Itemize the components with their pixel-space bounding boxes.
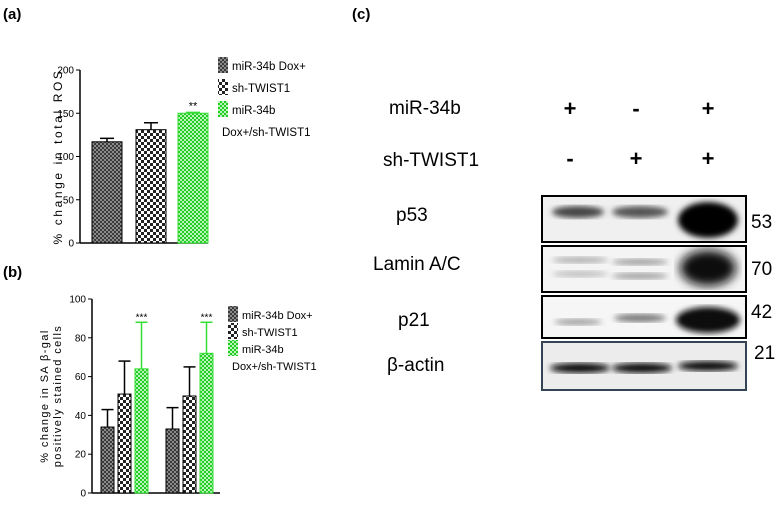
- chart-b-bar: [117, 393, 132, 494]
- chart-b-bar: [199, 352, 214, 494]
- protein-label-p21: p21: [398, 310, 430, 331]
- chart-b-significance: ***: [136, 312, 148, 323]
- mw-lamin: 70: [751, 259, 773, 280]
- sign-shtwist1-lane1: -: [566, 146, 574, 171]
- legend-swatch: [218, 79, 228, 95]
- chart-a-significance: **: [189, 100, 198, 112]
- protein-label-beta-actin: β-actin: [387, 355, 445, 376]
- chart-a-bar: [177, 112, 209, 244]
- chart-b-bar: [165, 428, 180, 494]
- legend-label: sh-TWIST1: [232, 83, 290, 95]
- blot-strip-p53: [541, 195, 747, 243]
- condition-label-mir34b: miR-34b: [389, 98, 461, 119]
- chart-a-y-tick-label: 150: [57, 109, 74, 120]
- legend-label: miR-34b: [232, 105, 275, 117]
- legend-swatch: [228, 323, 238, 339]
- legend-label: sh-TWIST1: [242, 327, 298, 339]
- legend-label: miR-34b Dox+: [242, 310, 313, 322]
- chart-b-y-tick-label: 80: [75, 333, 87, 344]
- sign-mir34b-lane3: +: [701, 96, 715, 121]
- chart-b-y-label-line2: positively stained cells: [52, 325, 64, 467]
- legend-label: Dox+/sh-TWIST1: [222, 127, 311, 139]
- chart-a-bar: [135, 129, 167, 244]
- legend-label: miR-34b: [242, 344, 284, 356]
- sign-shtwist1-lane3: +: [701, 146, 715, 171]
- chart-b-significance: ***: [201, 312, 213, 323]
- protein-label-p53: p53: [396, 205, 428, 226]
- chart-a-bar: [91, 141, 123, 244]
- sign-shtwist1-lane2: +: [629, 146, 643, 171]
- blot-strip-p21: [541, 295, 747, 339]
- chart-b-y-tick-label: 40: [75, 411, 87, 422]
- chart-b-bar: [182, 395, 197, 494]
- legend-swatch: [218, 57, 228, 73]
- mw-beta-actin: 21: [754, 343, 776, 364]
- chart-a-y-tick-label: 200: [57, 66, 74, 77]
- sa-beta-gal-bar-chart: 0 20 40 60 80 100 *** *** % change in SA β-gal po…: [39, 295, 317, 500]
- panel-b-label: (b): [3, 264, 23, 281]
- panel-a-label: (a): [3, 6, 22, 23]
- mw-p21: 42: [751, 302, 773, 323]
- chart-a-y-tick-label: 100: [57, 152, 74, 163]
- legend-swatch: [228, 340, 238, 356]
- chart-b-y-tick-label: 60: [75, 372, 87, 383]
- chart-b-bar: [100, 426, 115, 494]
- blot-strip-beta-actin: [541, 341, 747, 391]
- chart-b-bar: [134, 368, 149, 494]
- legend-label: Dox+/sh-TWIST1: [232, 361, 317, 373]
- mw-p53: 53: [751, 212, 773, 233]
- ros-bar-chart: 0 50 100 150 200 ** % change in total ROS miR-3…: [51, 57, 311, 250]
- chart-b-y-tick-label: 100: [69, 295, 86, 306]
- protein-label-lamin: Lamin A/C: [373, 254, 461, 275]
- chart-b-y-label-line1: % change in SA β-gal: [39, 329, 51, 462]
- western-blot-image: [541, 195, 747, 391]
- sign-mir34b-lane1: +: [563, 96, 577, 121]
- legend-label: miR-34b Dox+: [232, 61, 306, 73]
- chart-b-y-tick-label: 0: [80, 489, 86, 500]
- sign-mir34b-lane2: -: [632, 96, 640, 121]
- legend-swatch: [218, 101, 228, 117]
- chart-b-y-tick-label: 20: [75, 450, 87, 461]
- chart-a-y-label: % change in total ROS: [51, 68, 65, 244]
- panel-c-label: (c): [352, 6, 371, 23]
- chart-a-y-tick-label: 50: [63, 195, 75, 206]
- legend-swatch: [228, 306, 238, 322]
- chart-a-y-tick-label: 0: [68, 239, 74, 250]
- chart-b-y-label: % change in SA β-gal positively stained c…: [39, 325, 64, 467]
- blot-strip-lamin: [541, 245, 747, 293]
- condition-label-sh-twist1: sh-TWIST1: [383, 150, 480, 171]
